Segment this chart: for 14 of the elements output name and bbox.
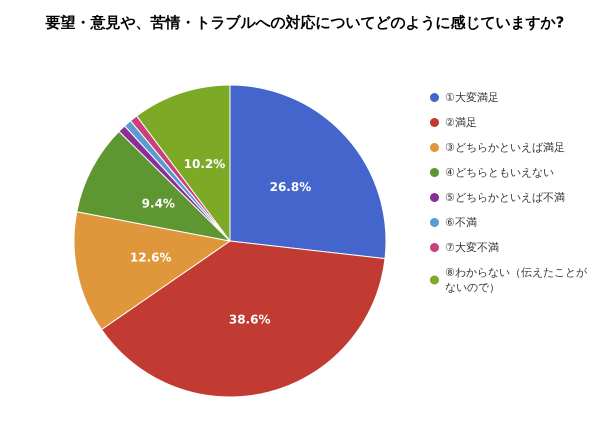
data-label: 38.6%: [228, 312, 270, 327]
legend-label: ⑥不満: [445, 216, 477, 229]
legend-label: ⑤どちらかといえば不満: [445, 191, 565, 204]
data-label: 26.8%: [270, 180, 312, 194]
legend-label: ⑧わからない（伝えたことがないので）: [445, 266, 588, 294]
legend-label: ③どちらかといえば満足: [445, 141, 565, 154]
data-label: 9.4%: [142, 196, 175, 210]
data-label: 10.2%: [184, 157, 226, 172]
legend-label: ①大変満足: [445, 91, 499, 104]
legend-label: ⑦大変不満: [445, 241, 499, 254]
legend-label: ②満足: [445, 116, 477, 129]
chart-title: 要望・意見や、苦情・トラブルへの対応についてどのように感じていますか?: [44, 14, 564, 32]
legend-label: ④どちらともいえない: [445, 166, 554, 179]
data-label: 12.6%: [130, 250, 172, 265]
